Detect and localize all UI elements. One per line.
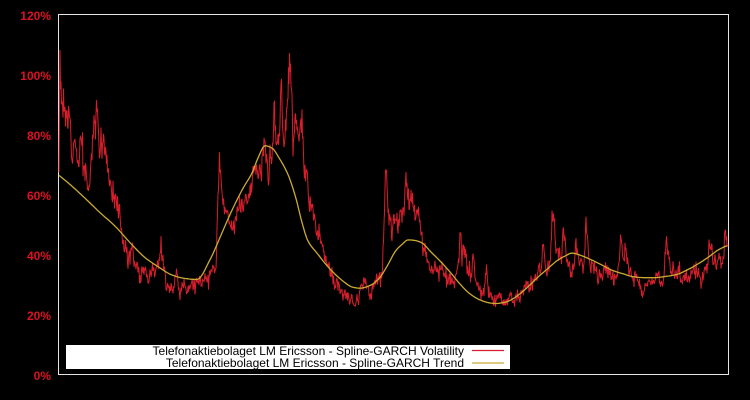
svg-text:120%: 120% xyxy=(20,9,51,23)
svg-text:100%: 100% xyxy=(20,69,51,83)
svg-text:Telefonaktiebolaget LM Ericsso: Telefonaktiebolaget LM Ericsson - Spline… xyxy=(153,344,464,358)
svg-text:Telefonaktiebolaget LM Ericsso: Telefonaktiebolaget LM Ericsson - Spline… xyxy=(166,356,464,370)
svg-text:40%: 40% xyxy=(27,249,51,263)
svg-text:0%: 0% xyxy=(34,369,52,383)
svg-text:60%: 60% xyxy=(27,189,51,203)
svg-text:80%: 80% xyxy=(27,129,51,143)
svg-text:20%: 20% xyxy=(27,309,51,323)
